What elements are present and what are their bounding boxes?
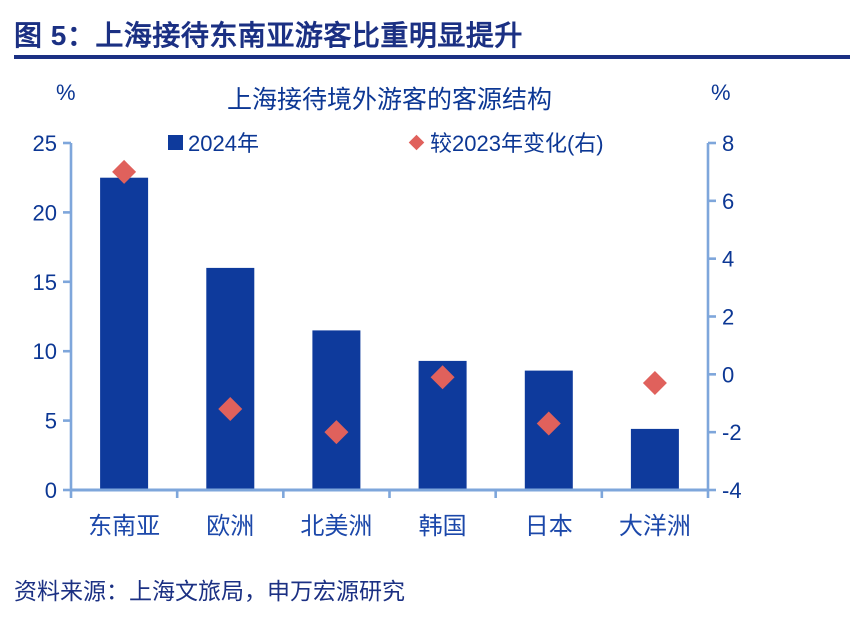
right-axis-tick-label: -4 — [722, 478, 742, 503]
bar-东南亚 — [100, 177, 149, 490]
legend-item-change: 较2023年变化(右) — [408, 129, 604, 156]
category-label-韩国: 韩国 — [419, 513, 467, 540]
right-axis-tick-label: 4 — [722, 247, 734, 272]
chart-legend: 2024年 较2023年变化(右) — [0, 129, 864, 156]
chart-plot-area: 0 5 10 15 20 25 -4 -2 0 2 4 6 8 东南亚 欧洲 北美洲 韩国 日本 大洋洲 — [33, 131, 742, 540]
right-axis-tick-label: 2 — [722, 305, 734, 330]
right-axis-tick-label: -2 — [722, 420, 742, 445]
left-axis-tick-label: 0 — [45, 478, 57, 503]
figure-title: 图 5：上海接待东南亚游客比重明显提升 — [14, 20, 523, 51]
left-axis-tick-label: 20 — [33, 200, 57, 225]
right-axis-tick-label: 6 — [722, 189, 734, 214]
bar-北美洲 — [312, 330, 361, 490]
left-axis-tick-label: 5 — [45, 409, 57, 434]
change-marker-东南亚 — [112, 159, 137, 184]
change-marker-韩国 — [430, 365, 455, 390]
legend-label-change: 较2023年变化(右) — [430, 131, 604, 156]
category-label-北美洲: 北美洲 — [300, 513, 372, 540]
bar-大洋洲 — [630, 428, 679, 490]
change-marker-大洋洲 — [642, 371, 667, 396]
change-marker-欧洲 — [218, 397, 243, 422]
left-axis-tick-label: 10 — [33, 339, 57, 364]
left-axis-tick-label: 25 — [33, 131, 57, 156]
category-label-东南亚: 东南亚 — [88, 513, 160, 540]
legend-item-2024: 2024年 — [168, 129, 259, 156]
right-axis-tick-label: 8 — [722, 131, 734, 156]
right-axis-tick-label: 0 — [722, 362, 734, 387]
left-axis-tick-label: 15 — [33, 270, 57, 295]
left-axis-unit-label: % — [56, 80, 76, 105]
category-label-日本: 日本 — [525, 513, 573, 540]
category-label-大洋洲: 大洋洲 — [619, 513, 691, 540]
change-marker-日本 — [536, 411, 561, 436]
category-label-欧洲: 欧洲 — [206, 513, 254, 540]
right-axis-unit-label: % — [711, 80, 731, 105]
chart-title: 上海接待境外游客的客源结构 — [226, 86, 552, 114]
legend-square-swatch-icon — [168, 134, 183, 150]
legend-label-2024: 2024年 — [188, 131, 259, 156]
change-marker-北美洲 — [324, 420, 349, 445]
figure-title-underline — [14, 55, 850, 59]
bar-欧洲 — [206, 267, 255, 490]
source-note: 资料来源：上海文旅局，申万宏源研究 — [14, 578, 405, 604]
